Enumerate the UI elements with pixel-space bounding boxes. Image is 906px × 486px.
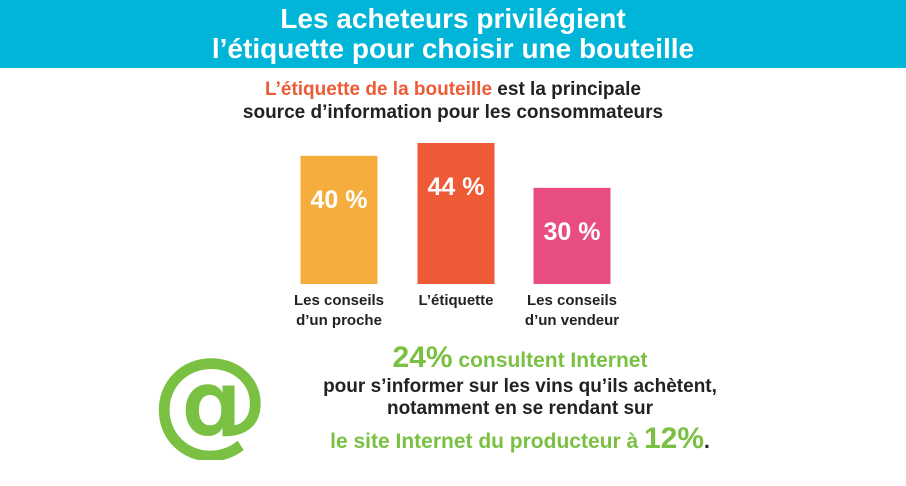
category-label-1-line-2: d’un proche xyxy=(296,312,382,329)
category-label-1-line-1: Les conseils xyxy=(294,292,384,309)
internet-block: 24% consultent Internet pour s’informer … xyxy=(270,343,770,459)
bar-1 xyxy=(300,155,378,284)
svg-text:@: @ xyxy=(155,345,265,460)
internet-line4-end: . xyxy=(704,430,710,453)
header-title-line1: Les acheteurs privilégient xyxy=(280,3,626,34)
bar-chart: 40 % Les conseils d’un proche 44 % L’étiquet… xyxy=(294,143,619,329)
chart-subtitle: L’étiquette de la bouteille est la princ… xyxy=(0,78,906,124)
bar-value-label-2: 44 % xyxy=(428,173,485,201)
internet-line3: notamment en se rendant sur xyxy=(386,398,654,419)
category-label-2-line-1: L’étiquette xyxy=(418,292,493,309)
subtitle-highlight: L’étiquette de la bouteille xyxy=(265,79,493,100)
bar-3 xyxy=(533,187,611,284)
internet-line2: pour s’informer sur les vins qu’ils achè… xyxy=(323,376,717,397)
category-label-3-line-2: d’un vendeur xyxy=(525,312,619,329)
internet-percent-12: 12% xyxy=(644,422,705,455)
subtitle-line1: L’étiquette de la bouteille est la princ… xyxy=(0,78,906,101)
subtitle-line2: source d’information pour les consommate… xyxy=(242,102,664,123)
internet-line4: le site Internet du producteur à 12%. xyxy=(270,422,770,459)
subtitle-rest: est la principale xyxy=(492,79,641,100)
internet-percent-24: 24% xyxy=(392,341,453,374)
bar-2 xyxy=(417,143,495,284)
bar-value-label-3: 30 % xyxy=(544,218,601,246)
internet-line1: 24% consultent Internet xyxy=(270,343,770,376)
at-icon: @ xyxy=(155,345,265,460)
bar-value-label-1: 40 % xyxy=(311,186,368,214)
internet-line1-rest: consultent Internet xyxy=(452,349,648,372)
category-label-3-line-1: Les conseils xyxy=(527,292,617,309)
internet-line4-text: le site Internet du producteur à xyxy=(330,430,644,453)
header-banner: Les acheteurs privilégient l’étiquette p… xyxy=(0,0,906,68)
header-title-line2: l’étiquette pour choisir une bouteille xyxy=(211,33,695,64)
